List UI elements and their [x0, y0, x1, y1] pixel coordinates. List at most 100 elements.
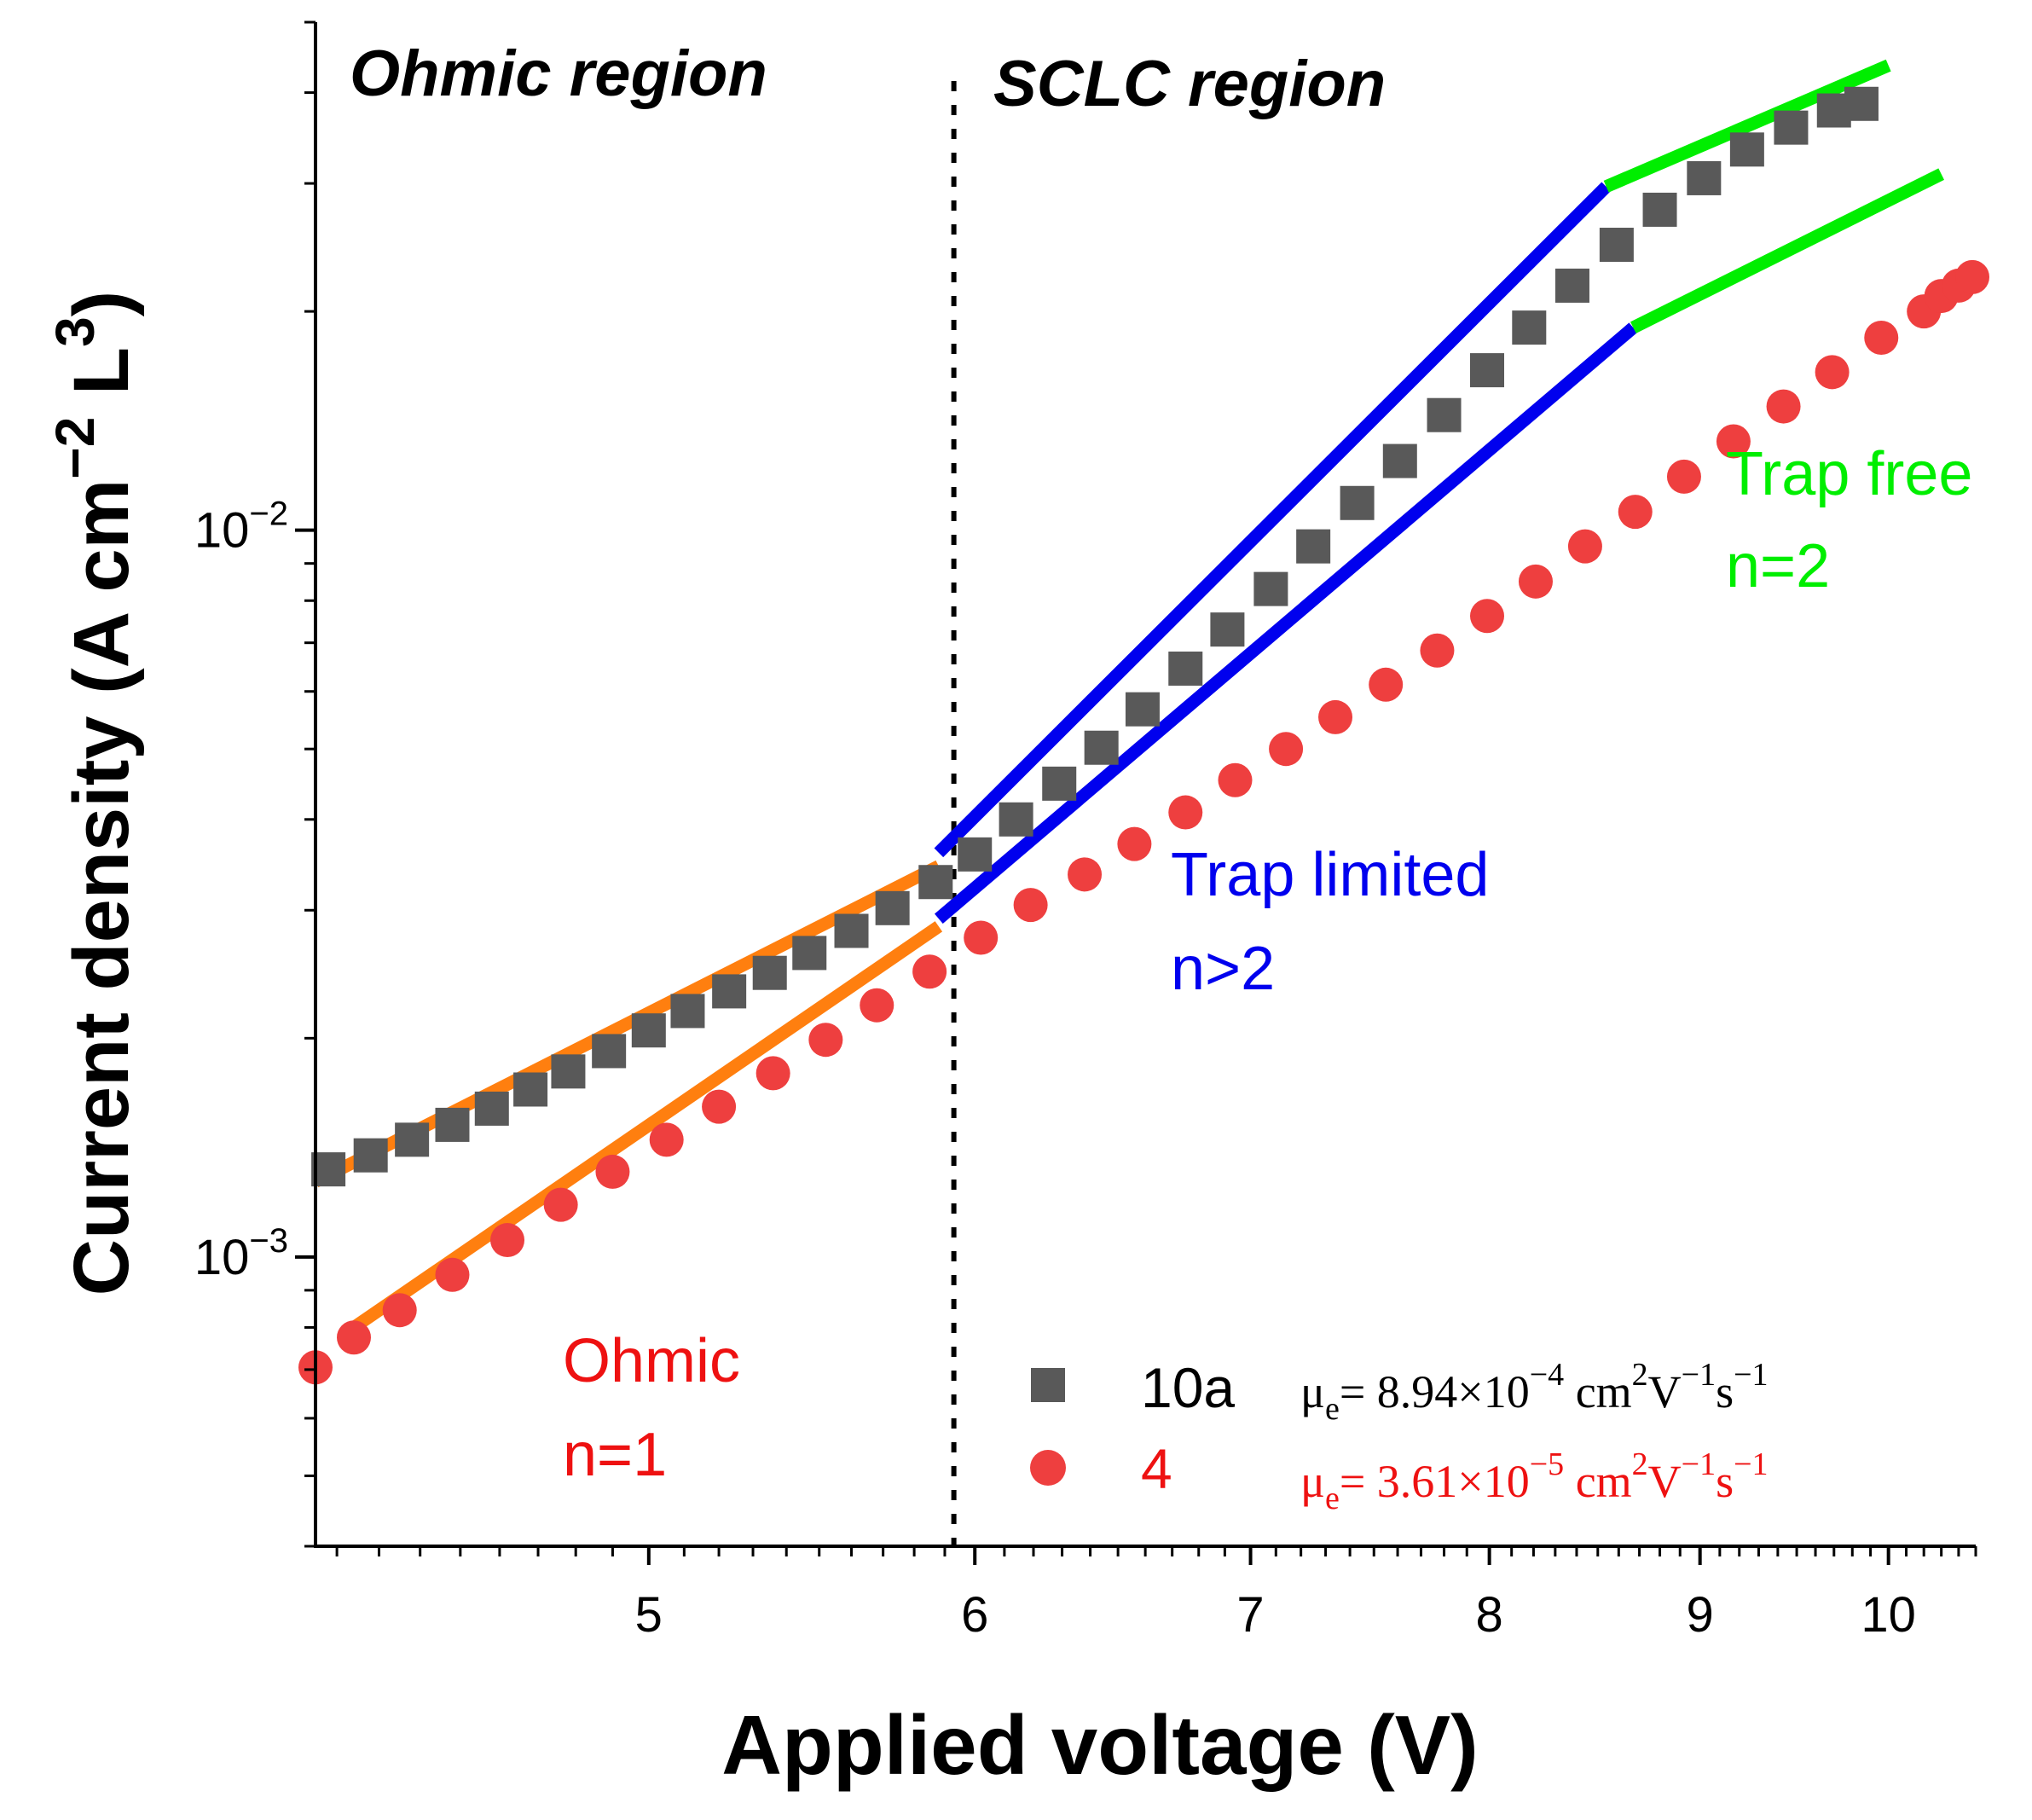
point-10a-12 [792, 936, 827, 971]
point-10a-26 [1382, 443, 1417, 478]
x-axis-title: Applied voltage (V) [721, 1698, 1479, 1792]
legend-mobility-10a: μe= 8.94×10−4 cm2V−1s−1 [1300, 1357, 1769, 1427]
mobility-unit-s-exp: −1 [1734, 1446, 1768, 1482]
point-4-25 [1567, 529, 1602, 564]
point-10a-21 [1168, 651, 1203, 686]
y-axis-title: Current density (A cm−2 L3) [44, 291, 145, 1296]
sclc-region-label: SCLC region [993, 48, 1386, 120]
x-tick-label-6: 6 [961, 1587, 988, 1643]
point-10a-9 [670, 994, 705, 1029]
fit-lines-layer [312, 59, 1945, 1333]
point-4-9 [755, 1056, 790, 1091]
mobility-unit-cm: cm [1564, 1366, 1631, 1417]
point-10a-31 [1599, 228, 1634, 263]
point-10a-27 [1427, 397, 1462, 432]
mobility-exp: −4 [1530, 1357, 1564, 1393]
mobility-unit-s: s [1716, 1456, 1734, 1507]
y-axis-title-exp1: −2 [44, 417, 106, 479]
point-4-5 [543, 1187, 578, 1222]
point-4-26 [1618, 495, 1653, 530]
y-axis-title-main: Current density (A cm [58, 479, 145, 1296]
ohmic-annotation-line1: Ohmic [563, 1327, 740, 1395]
point-4-23 [1470, 599, 1505, 634]
point-10a-22 [1210, 612, 1245, 647]
point-10a-19 [1084, 730, 1119, 765]
point-4-15 [1068, 857, 1103, 892]
point-4-28 [1716, 424, 1751, 459]
point-10a-6 [551, 1054, 586, 1089]
mobility-sub: e [1325, 1391, 1340, 1427]
mobility-unit-s-exp: −1 [1734, 1357, 1768, 1393]
ohmic-annotation-line2: n=1 [563, 1421, 667, 1489]
point-4-8 [702, 1089, 737, 1124]
point-4-22 [1420, 633, 1455, 668]
point-4-10 [808, 1023, 843, 1058]
y-tick-label: 10−3 [194, 1222, 288, 1285]
point-10a-35 [1774, 110, 1809, 145]
mobility-unit-v-exp: −1 [1682, 1357, 1716, 1393]
mobility-mu: μ [1300, 1456, 1325, 1507]
mobility-unit-cm-exp: 2 [1632, 1357, 1648, 1393]
mobility-unit-v: V [1648, 1456, 1682, 1507]
point-4-16 [1117, 826, 1152, 861]
point-10a-20 [1125, 692, 1160, 727]
y-tick-base: 10 [194, 503, 250, 559]
legend-label-10a: 10a [1141, 1356, 1235, 1419]
point-10a-1 [353, 1138, 388, 1173]
x-tick-label-8: 8 [1475, 1587, 1502, 1643]
point-4-2 [382, 1293, 417, 1328]
point-10a-32 [1642, 192, 1677, 227]
mobility-value: = 3.61×10 [1340, 1456, 1530, 1507]
legend-marker-4 [1030, 1450, 1066, 1486]
point-10a-23 [1253, 571, 1288, 606]
legend: 10a μe= 8.94×10−4 cm2V−1s−1 4 μe= 3.61×1… [1030, 1356, 1769, 1516]
point-4-17 [1168, 795, 1203, 830]
point-4-24 [1518, 564, 1553, 599]
point-4-7 [649, 1122, 684, 1157]
mobility-unit-cm-exp: 2 [1632, 1446, 1648, 1482]
point-10a-25 [1340, 485, 1375, 520]
point-10a-29 [1512, 310, 1547, 345]
point-10a-2 [395, 1122, 430, 1157]
point-4-29 [1766, 389, 1801, 424]
ohmic-region-label: Ohmic region [350, 38, 767, 110]
mobility-mu: μ [1300, 1366, 1325, 1417]
fit-traplimited-10a [934, 182, 1611, 858]
point-4-3 [435, 1257, 470, 1292]
point-4-30 [1815, 355, 1850, 390]
point-4-35 [1955, 259, 1990, 294]
point-4-1 [337, 1320, 372, 1355]
y-axis-title-mid: L [58, 347, 145, 417]
point-10a-10 [712, 974, 747, 1009]
y-tick-exp: −2 [249, 496, 288, 533]
x-tick-label-7: 7 [1236, 1587, 1264, 1643]
point-10a-37 [1844, 86, 1879, 121]
point-10a-15 [918, 865, 953, 900]
point-4-11 [860, 988, 894, 1023]
trap-limited-annotation: Trap limited n>2 [1171, 841, 1489, 1003]
point-4-19 [1269, 732, 1304, 767]
mobility-unit-s: s [1716, 1366, 1734, 1417]
point-4-6 [595, 1154, 630, 1189]
fit-trapfree-4 [1630, 168, 1945, 333]
point-10a-13 [834, 913, 869, 948]
trap-free-annotation-line2: n=2 [1726, 532, 1830, 600]
legend-mobility-4: μe= 3.61×10−5 cm2V−1s−1 [1300, 1446, 1769, 1516]
x-tick-label-9: 9 [1687, 1587, 1714, 1643]
point-4-14 [1013, 888, 1048, 923]
ohmic-annotation: Ohmic n=1 [563, 1327, 740, 1489]
point-4-13 [964, 920, 999, 955]
axes-layer [314, 22, 1976, 1548]
x-tick-label-10: 10 [1861, 1587, 1916, 1643]
point-4-21 [1369, 667, 1404, 702]
mobility-exp: −5 [1530, 1446, 1564, 1482]
point-10a-7 [592, 1034, 627, 1069]
mobility-unit-cm: cm [1564, 1456, 1631, 1507]
y-axis-title-exp2: 3 [44, 316, 106, 347]
point-10a-8 [631, 1013, 666, 1048]
point-10a-5 [513, 1072, 548, 1107]
point-4-4 [490, 1223, 525, 1258]
legend-marker-10a [1031, 1368, 1065, 1402]
point-10a-4 [474, 1091, 509, 1126]
